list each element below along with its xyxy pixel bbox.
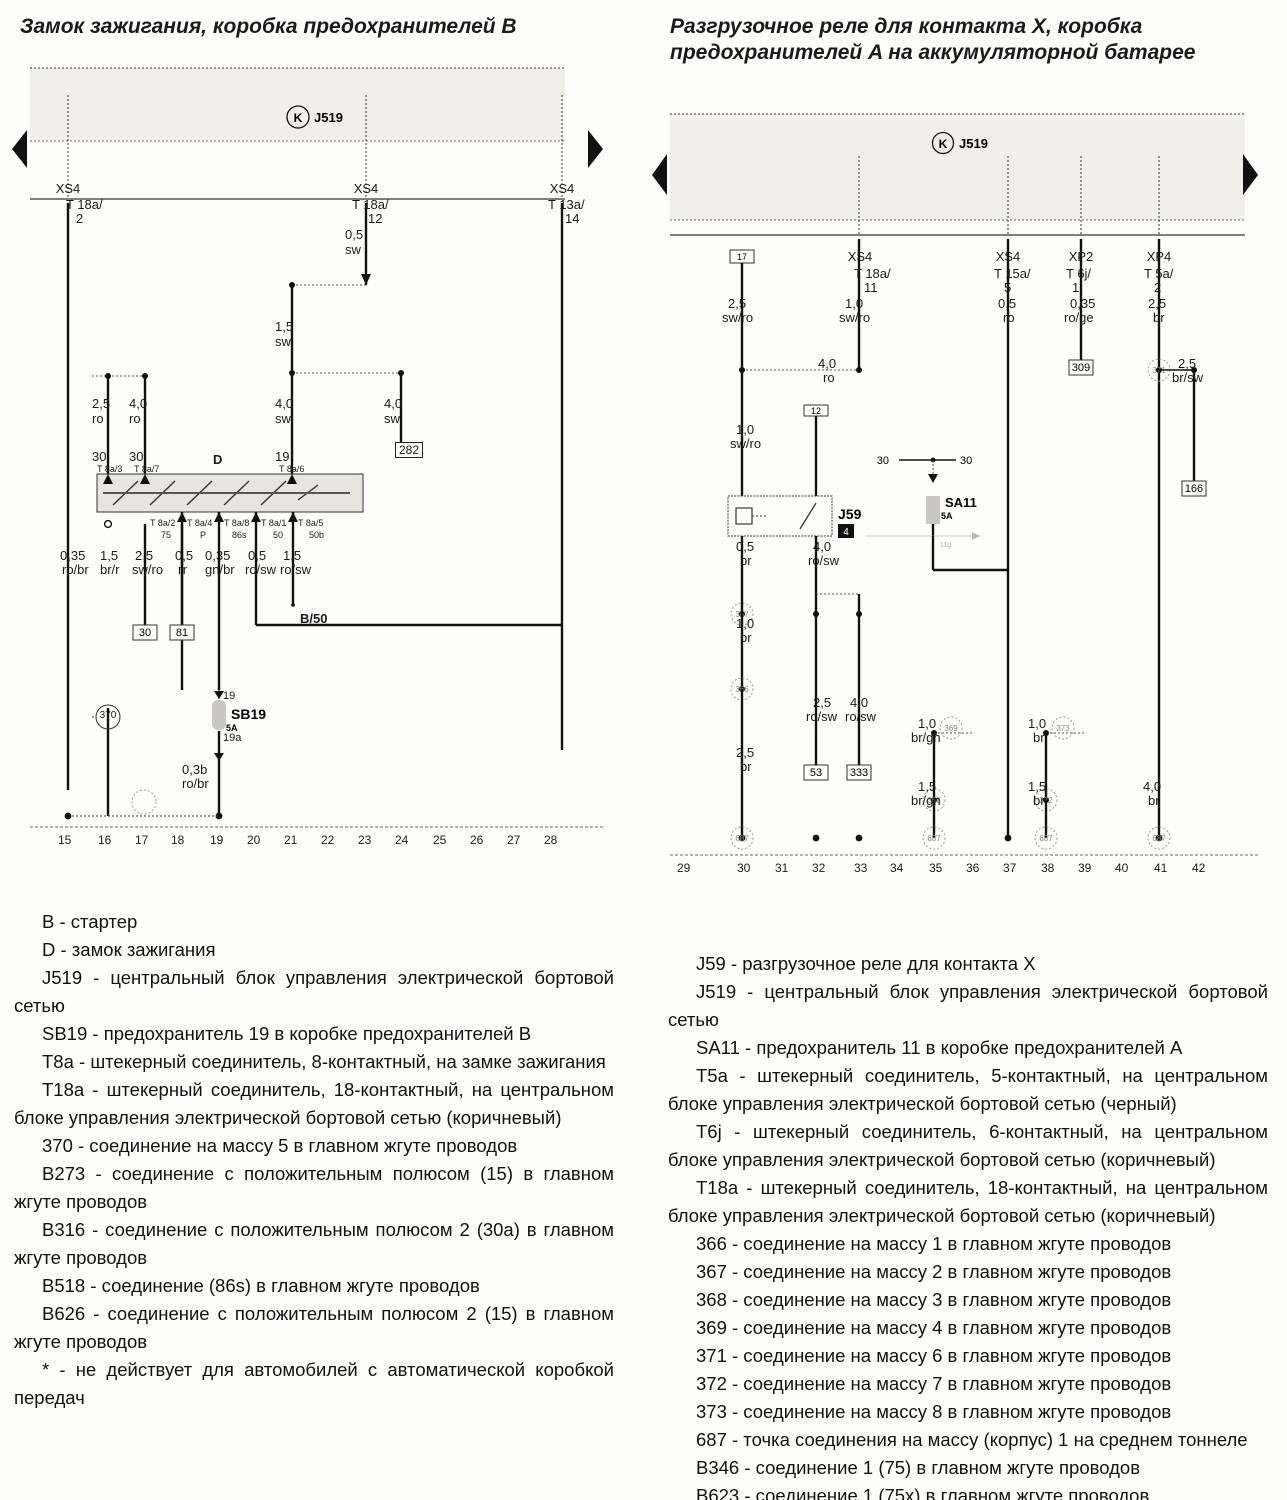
svg-text:J59: J59 (838, 506, 862, 522)
svg-text:687: 687 (1152, 834, 1166, 843)
svg-text:J519: J519 (959, 136, 988, 151)
svg-text:J519: J519 (314, 110, 343, 125)
svg-text:687: 687 (927, 834, 941, 843)
svg-text:12: 12 (811, 406, 821, 416)
svg-text:5А: 5А (941, 511, 953, 521)
svg-text:11g: 11g (940, 542, 951, 549)
svg-text:166: 166 (1185, 483, 1203, 495)
svg-text:30: 30 (960, 455, 972, 467)
svg-text:17: 17 (737, 252, 747, 262)
svg-text:4: 4 (843, 527, 849, 538)
svg-text:30: 30 (877, 455, 889, 467)
svg-text:373: 373 (1056, 724, 1070, 733)
svg-text:30: 30 (139, 627, 151, 639)
svg-text:333: 333 (850, 767, 868, 779)
svg-text:53: 53 (810, 767, 822, 779)
svg-text:K: K (939, 137, 948, 151)
svg-text:369: 369 (944, 724, 958, 733)
svg-text:81: 81 (176, 627, 188, 639)
svg-text:687: 687 (735, 834, 749, 843)
svg-text:687: 687 (1039, 834, 1053, 843)
svg-text:SA11: SA11 (945, 495, 977, 510)
svg-text:K: K (294, 111, 303, 125)
svg-text:SB19: SB19 (231, 706, 266, 722)
svg-text:309: 309 (1072, 362, 1090, 374)
